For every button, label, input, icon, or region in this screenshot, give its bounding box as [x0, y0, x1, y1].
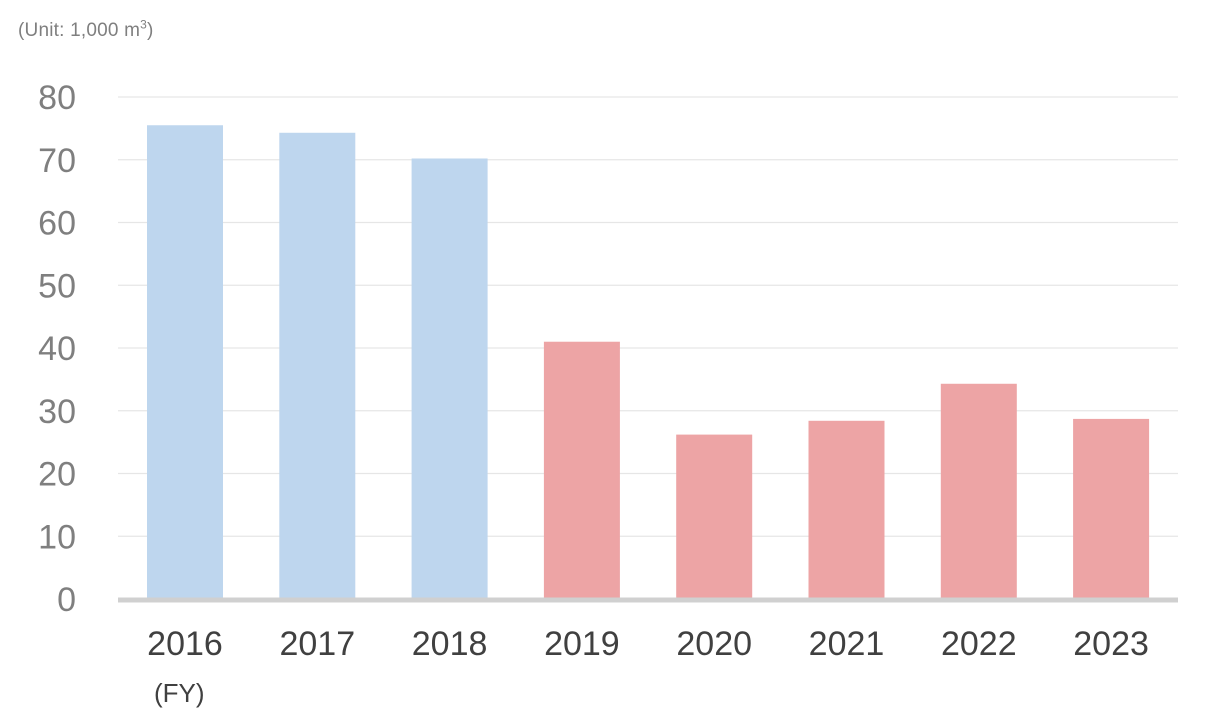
unit-label: (Unit: 1,000 m3) — [18, 17, 154, 42]
y-tick-label: 70 — [38, 142, 76, 180]
fiscal-year-label: (FY) — [154, 678, 205, 708]
bar-2021 — [808, 420, 885, 599]
x-tick-label: 2016 — [147, 625, 223, 663]
y-tick-label: 30 — [38, 393, 76, 431]
y-tick-label: 50 — [38, 267, 76, 305]
bars — [147, 125, 1150, 600]
y-tick-label: 10 — [38, 518, 76, 556]
bar-2016 — [147, 125, 223, 600]
y-tick-label: 60 — [38, 205, 76, 243]
x-tick-label: 2020 — [676, 625, 752, 663]
unit-exponent: 3 — [140, 17, 148, 32]
x-tick-label: 2018 — [412, 625, 488, 663]
unit-suffix: ) — [147, 20, 154, 41]
y-axis-tick-labels: 0 10 20 30 40 50 60 70 80 — [38, 79, 76, 619]
y-tick-label: 20 — [38, 456, 76, 494]
bar-2018 — [411, 158, 488, 599]
x-tick-label: 2021 — [809, 625, 885, 663]
bar-2017 — [279, 132, 356, 599]
x-tick-label: 2019 — [544, 625, 620, 663]
x-tick-label: 2023 — [1073, 625, 1149, 663]
x-tick-label: 2022 — [941, 625, 1017, 663]
gridlines — [118, 96, 1178, 537]
bar-2022 — [940, 383, 1017, 599]
y-tick-label: 40 — [38, 330, 76, 368]
unit-prefix: (Unit: 1,000 m — [18, 20, 141, 41]
y-tick-label: 80 — [38, 79, 76, 117]
bar-2023 — [1073, 418, 1150, 599]
x-tick-label: 2017 — [279, 625, 355, 663]
bar-2019 — [543, 341, 620, 599]
x-axis-tick-labels: 2016 2017 2018 2019 2020 2021 2022 2023 — [147, 625, 1149, 663]
bar-2020 — [676, 434, 753, 599]
y-tick-label: 0 — [57, 581, 76, 619]
